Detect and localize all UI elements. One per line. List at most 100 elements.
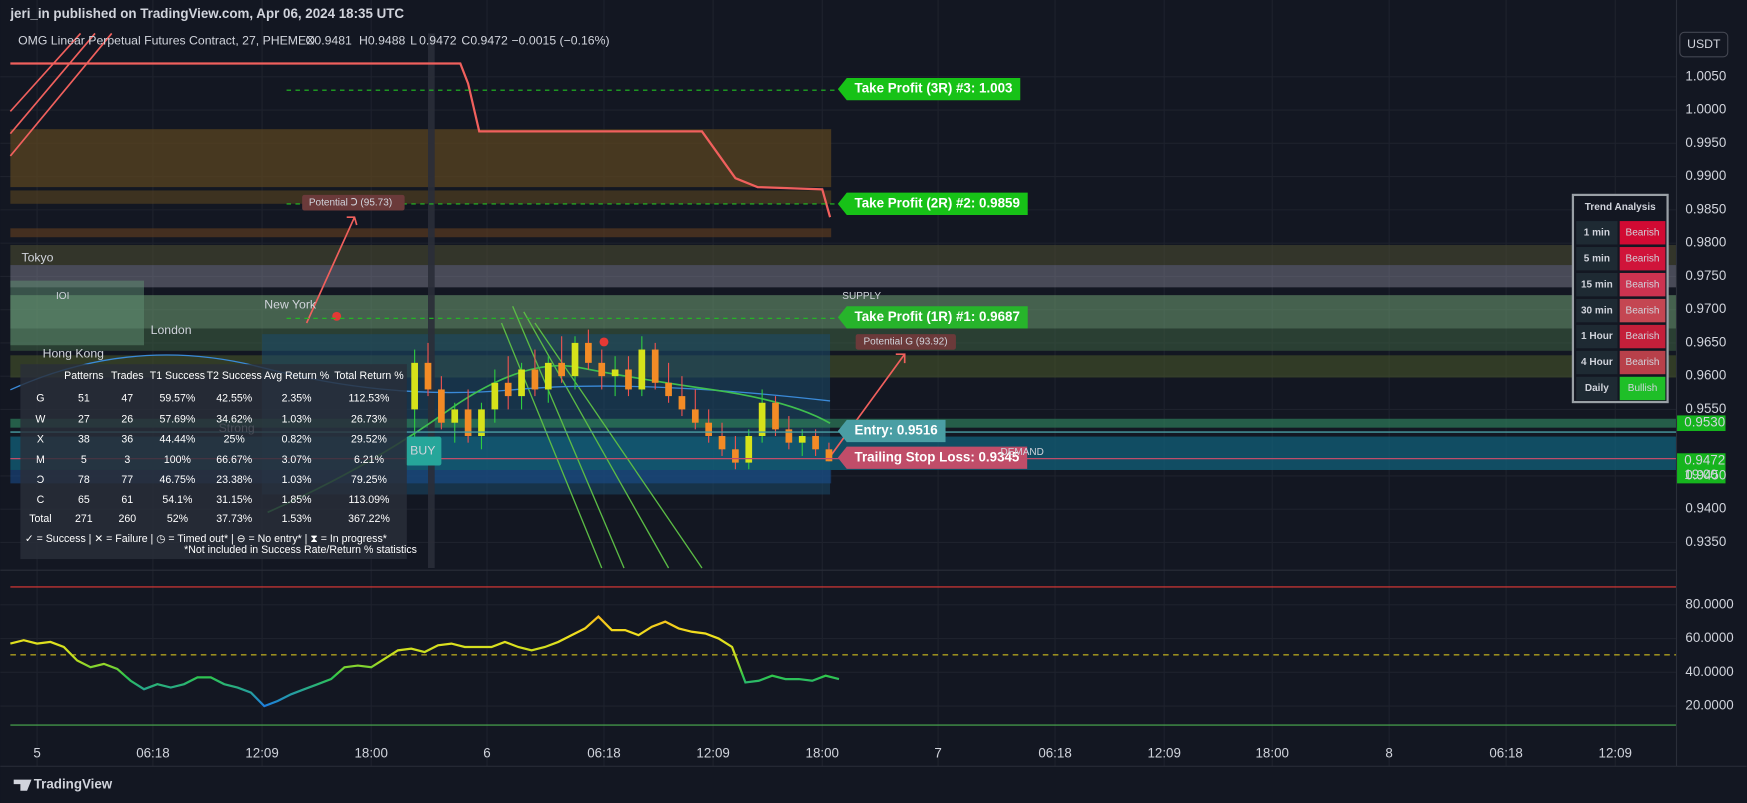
candle-body	[491, 382, 499, 410]
trend-timeframe: 5 min	[1584, 253, 1610, 264]
potential-label: Potential Ↄ (95.73)	[309, 197, 392, 208]
trend-timeframe: 1 Hour	[1581, 331, 1613, 342]
price-badge-label: 0.9530	[1684, 415, 1725, 430]
price-tick-label: 0.9650	[1685, 334, 1726, 349]
zones	[9, 32, 1677, 569]
trend-tf-bg	[1576, 376, 1618, 401]
time-tick-label: 12:09	[1147, 746, 1180, 761]
level-label-text: Take Profit (1R) #1: 0.9687	[855, 309, 1020, 324]
level-label-bg	[837, 446, 1028, 469]
price-tick-label: 0.9900	[1685, 168, 1726, 183]
candle-body	[758, 402, 766, 437]
level-label: Entry: 0.9516	[837, 419, 946, 443]
buy-label: BUY	[410, 443, 435, 457]
ohlc-value: 0.9472	[419, 33, 457, 47]
table-cell: 79.25%	[351, 474, 387, 486]
level-label-bg	[837, 77, 1021, 101]
trend-value: Bearish	[1626, 331, 1660, 342]
currency[interactable]: USDT	[1687, 37, 1721, 51]
table-header: T2 Success	[207, 370, 262, 382]
zone	[10, 418, 1677, 428]
table-header: Trades	[111, 370, 144, 382]
table-cell: 29.52%	[351, 434, 387, 446]
table-cell: 26	[121, 414, 133, 426]
price-badge	[1676, 453, 1726, 469]
table-header: Total Return %	[334, 370, 404, 382]
table-cell: 5	[81, 454, 87, 466]
table-cell: 59.57%	[159, 393, 195, 405]
trend-cell-bg	[1619, 298, 1666, 323]
table-cell: 1.03%	[282, 414, 313, 426]
table-cell: 3.07%	[282, 454, 313, 466]
currency-button[interactable]	[1679, 31, 1729, 58]
price-tick-label: 1.0000	[1685, 102, 1726, 117]
candle-body	[718, 436, 726, 450]
level-label: Take Profit (1R) #1: 0.9687	[837, 306, 1028, 329]
trend-timeframe: Daily	[1585, 383, 1609, 394]
level-label: Take Profit (3R) #3: 1.003	[837, 77, 1021, 101]
brand-logo	[13, 779, 32, 791]
potential-label: Potential G (93.92)	[863, 337, 947, 348]
candle-body	[651, 349, 659, 383]
table-cell: 42.55%	[216, 393, 252, 405]
ohlc-value: 0.9481	[314, 33, 352, 47]
osc-tick-label: 40.0000	[1685, 664, 1733, 679]
trend-timeframe: 15 min	[1581, 279, 1613, 290]
price-tick-label: 0.9750	[1685, 268, 1726, 283]
published-line: jeri_in published on TradingView.com, Ap…	[9, 6, 404, 21]
countdown: 19:00	[1684, 467, 1717, 482]
table-cell: 78	[78, 474, 90, 486]
candle-body	[678, 396, 686, 410]
table-cell: 51	[78, 393, 90, 405]
candle-body	[544, 362, 552, 390]
price-tick-label: 0.9700	[1685, 301, 1726, 316]
candle-body	[531, 369, 539, 390]
table-cell: Ɔ	[37, 474, 45, 486]
trend-tf-bg	[1576, 298, 1618, 323]
table-cell: 1.03%	[282, 474, 313, 486]
candle-body	[745, 436, 753, 463]
osc-tick-label: 20.0000	[1685, 698, 1733, 713]
table-cell: 46.75%	[159, 474, 195, 486]
table-cell: 1.85%	[282, 494, 313, 506]
vertical-highlight	[428, 33, 435, 569]
table-cell: 37.73%	[216, 513, 252, 525]
annotation-london: London	[151, 323, 192, 337]
candle-body	[558, 362, 565, 377]
trend-value: Bearish	[1626, 253, 1660, 264]
table-cell: 44.44%	[159, 434, 195, 446]
candle-body	[451, 409, 459, 423]
table-cell: 77	[121, 474, 133, 486]
table-cell: X	[37, 434, 44, 446]
table-cell: 0.82%	[282, 434, 313, 446]
zone	[10, 228, 832, 238]
annotation-new-york: New York	[264, 297, 317, 311]
price-badge-label: 0.9472	[1684, 453, 1725, 468]
table-cell: 66.67%	[216, 454, 252, 466]
table-bg	[20, 364, 407, 560]
trend-title: Trend Analysis	[1585, 202, 1656, 213]
level-label-text: Trailing Stop Loss: 0.9345	[855, 449, 1020, 464]
trend-value: Bullish	[1628, 383, 1658, 394]
table-cell: 36	[121, 434, 133, 446]
table-cell: 23.38%	[216, 474, 252, 486]
table-cell: 38	[78, 434, 90, 446]
price-tick-label: 0.9550	[1685, 401, 1726, 416]
ohlc-key: L	[410, 33, 417, 47]
table-cell: 100%	[164, 454, 192, 466]
time-tick-label: 6	[483, 746, 490, 761]
table-cell: 34.62%	[216, 414, 252, 426]
arrow	[305, 216, 358, 324]
candle-body	[798, 436, 806, 443]
ohlc-key: C	[461, 33, 470, 47]
price-tick-label: 0.9400	[1685, 501, 1726, 516]
annotation-demand: DEMAND	[1000, 447, 1043, 458]
candle-body	[705, 422, 713, 437]
overlay: Take Profit (3R) #3: 1.003 Take Profit (2…	[10, 77, 1726, 560]
table-cell: 31.15%	[216, 494, 252, 506]
trend-tf-bg	[1576, 247, 1618, 271]
candle-body	[504, 382, 512, 397]
table-cell: 112.53%	[348, 393, 390, 405]
table-cell: 260	[118, 513, 136, 525]
trend-tf-bg	[1576, 272, 1618, 297]
